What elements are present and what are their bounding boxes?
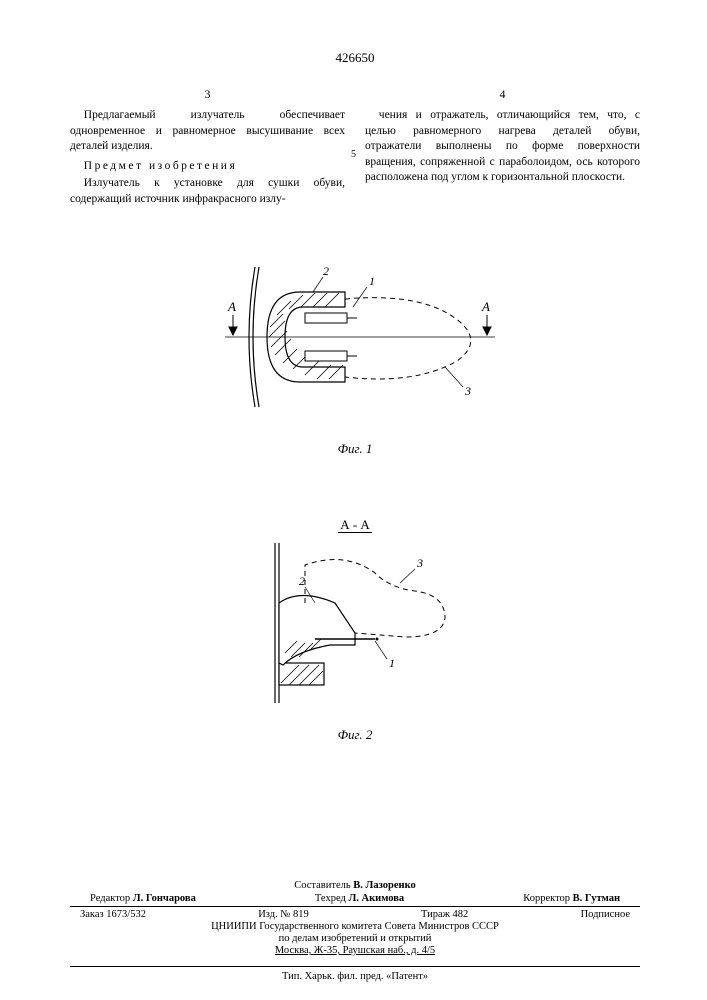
- col-num-left: 3: [70, 86, 345, 102]
- right-column: 4 5 чения и отражатель, отличающийся тем…: [365, 86, 640, 207]
- order-no: Заказ 1673/532: [80, 909, 146, 920]
- fig1-A-right: А: [481, 299, 490, 314]
- figure-1-svg: А А 1 2 3: [195, 237, 515, 437]
- corrector: Корректор В. Гутман: [523, 893, 620, 904]
- org-line1: ЦНИИПИ Государственного комитета Совета …: [70, 921, 640, 932]
- left-para2: Излучатель к установке для сушки обуви, …: [70, 176, 345, 207]
- editor: Редактор Л. Гончарова: [90, 893, 196, 904]
- left-para1: Предлагаемый излучатель обеспечивает одн…: [70, 108, 345, 155]
- fig1-callout-2: 2: [323, 264, 329, 278]
- subscription: Подписное: [581, 909, 630, 920]
- printer-line: Тип. Харьк. фил. пред. «Патент»: [70, 966, 640, 982]
- compiler-line: Составитель В. Лазоренко: [70, 880, 640, 891]
- org-line2: по делам изобретений и открытий: [70, 933, 640, 944]
- patent-number: 426650: [70, 50, 640, 66]
- col-num-right: 4: [365, 86, 640, 102]
- footer-credits-row: Редактор Л. Гончарова Техред Л. Акимова …: [70, 893, 640, 904]
- fig2-callout-3: 3: [416, 556, 423, 570]
- text-columns: 3 Предлагаемый излучатель обеспечивает о…: [70, 86, 640, 207]
- page-content: 426650 3 Предлагаемый излучатель обеспеч…: [70, 50, 640, 743]
- fig2-label: Фиг. 2: [70, 727, 640, 743]
- izd-no: Изд. № 819: [258, 909, 309, 920]
- subject-heading: Предмет изобретения: [70, 159, 345, 175]
- left-column: 3 Предлагаемый излучатель обеспечивает о…: [70, 86, 345, 207]
- org-address: Москва, Ж-35, Раушская наб., д. 4/5: [70, 945, 640, 956]
- fig1-callout-3: 3: [464, 384, 471, 398]
- footer: Составитель В. Лазоренко Редактор Л. Гон…: [70, 880, 640, 982]
- fig2-callout-1: 1: [389, 656, 395, 670]
- footer-pubinfo-row: Заказ 1673/532 Изд. № 819 Тираж 482 Подп…: [70, 906, 640, 920]
- fig1-A-left: А: [227, 299, 236, 314]
- figure-2-svg: 2 3 1: [205, 533, 505, 723]
- tirazh: Тираж 482: [421, 909, 468, 920]
- fig2-callout-2: 2: [299, 574, 305, 588]
- techred: Техред Л. Акимова: [315, 893, 404, 904]
- figures-block: А А 1 2 3 Фиг. 1 А - А: [70, 237, 640, 743]
- fig1-callout-1: 1: [369, 274, 375, 288]
- right-para1: чения и отражатель, отличающийся тем, чт…: [365, 108, 640, 186]
- fig1-label: Фиг. 1: [70, 441, 640, 457]
- line-marker-5: 5: [351, 148, 356, 162]
- section-label: А - А: [70, 517, 640, 533]
